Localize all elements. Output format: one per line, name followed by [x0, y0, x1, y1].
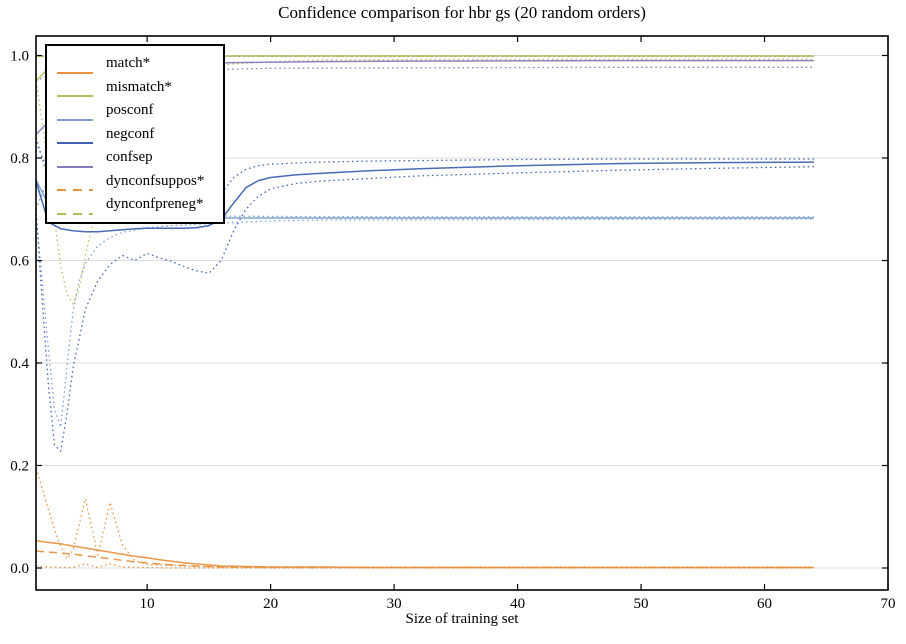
x-tick-label: 50 — [634, 596, 649, 612]
x-tick-label: 60 — [757, 596, 772, 612]
legend-line-sample-dashed — [57, 203, 93, 215]
y-tick-label: 0.0 — [10, 561, 29, 577]
legend-line-sample-solid — [57, 109, 93, 121]
legend-item-label: match* — [106, 55, 151, 72]
y-tick-label: 0.8 — [10, 151, 29, 167]
series-negconf-band-lo — [35, 166, 814, 452]
legend-line-sample-solid — [57, 156, 93, 168]
axes-spines — [35, 35, 889, 591]
x-axis-label: Size of training set — [405, 611, 519, 627]
series-match-band-hi — [35, 467, 814, 568]
legend-line-sample-solid — [57, 62, 93, 74]
x-tick-label: 30 — [387, 596, 402, 612]
x-tick-label: 20 — [263, 596, 278, 612]
legend-item-label: confsep — [106, 149, 153, 166]
series-posconf-band-lo — [35, 214, 814, 428]
series-negconf-band-hi — [35, 137, 814, 216]
x-tick-label: 70 — [881, 596, 896, 612]
legend-item-dynconfsuppos: dynconfsuppos* — [47, 170, 223, 194]
x-tick-label: 40 — [510, 596, 525, 612]
legend-item-label: dynconfpreneg* — [106, 196, 204, 213]
legend-line-sample-dashed — [57, 179, 93, 192]
legend-item-match: match* — [47, 52, 223, 76]
x-tick-label: 10 — [140, 596, 155, 612]
chart-title: Confidence comparison for hbr gs (20 ran… — [278, 3, 646, 22]
legend-line-sample-solid — [57, 132, 93, 145]
series-mismatch-band-lo — [35, 58, 814, 305]
y-tick-label: 1.0 — [10, 49, 29, 65]
legend-item-posconf: posconf — [47, 99, 223, 123]
y-tick-label: 0.4 — [10, 356, 29, 372]
legend-item-mismatch: mismatch* — [47, 76, 223, 100]
legend-item-dynconfpreneg: dynconfpreneg* — [47, 193, 223, 217]
series-dynconfsuppos — [35, 550, 814, 569]
legend-line-sample-solid — [57, 85, 93, 98]
legend-item-label: negconf — [106, 125, 155, 142]
series-match-band-lo — [35, 563, 814, 569]
legend-item-label: dynconfsuppos* — [106, 172, 205, 189]
y-tick-label: 0.6 — [10, 254, 29, 270]
legend-item-confsep: confsep — [47, 146, 223, 170]
series-negconf — [35, 161, 814, 233]
legend-item-label: posconf — [106, 102, 154, 119]
y-tick-label: 0.2 — [10, 459, 29, 475]
legend: match* mismatch* posconf negconf confsep dync… — [45, 44, 225, 224]
legend-item-label: mismatch* — [106, 78, 172, 95]
legend-item-negconf: negconf — [47, 123, 223, 147]
